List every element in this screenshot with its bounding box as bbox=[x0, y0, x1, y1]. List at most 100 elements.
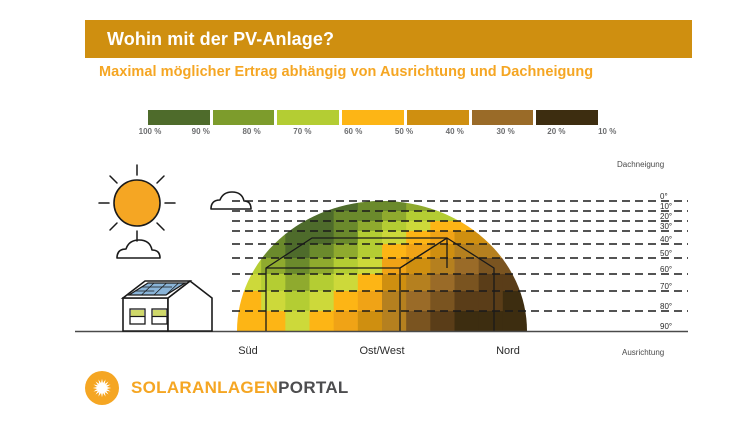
heatmap-cell bbox=[430, 311, 456, 331]
legend-swatch-2 bbox=[277, 110, 340, 125]
legend-swatch-0 bbox=[148, 110, 210, 125]
heatmap-cell bbox=[333, 274, 359, 292]
heatmap-cell bbox=[454, 231, 480, 245]
logo: SOLARANLAGENPORTAL bbox=[85, 371, 349, 405]
heatmap-cell bbox=[454, 211, 480, 222]
sun-ray bbox=[92, 387, 98, 389]
heatmap-cell bbox=[357, 244, 383, 259]
heatmap-svg bbox=[75, 164, 688, 333]
heatmap-cell bbox=[237, 244, 262, 259]
heatmap-cell bbox=[285, 258, 311, 275]
heatmap-cell bbox=[285, 211, 311, 222]
heatmap-cell bbox=[382, 274, 407, 292]
heatmap-cell bbox=[502, 258, 527, 275]
page-title: Wohin mit der PV-Anlage? bbox=[107, 28, 335, 49]
title-bar: Wohin mit der PV-Anlage? bbox=[85, 20, 692, 58]
heatmap-cell bbox=[261, 201, 286, 212]
tilt-tick-40°: 40° bbox=[660, 235, 673, 244]
heatmap-cell bbox=[237, 291, 262, 312]
heatmap-cell bbox=[285, 201, 311, 212]
heatmap-cell bbox=[285, 201, 311, 202]
sun-ray bbox=[101, 378, 103, 384]
heatmap-cell bbox=[502, 274, 527, 292]
heatmap-cell bbox=[430, 201, 456, 202]
sun-ray bbox=[106, 387, 112, 389]
tilt-tick-50°: 50° bbox=[660, 249, 673, 258]
heatmap-cell bbox=[261, 221, 286, 232]
heatmap-cell bbox=[406, 201, 431, 202]
heatmap-cell bbox=[309, 291, 335, 312]
heatmap-cell bbox=[406, 291, 431, 312]
cloud-icon-lower bbox=[116, 239, 161, 259]
heatmap-cell bbox=[406, 258, 431, 275]
heatmap-cell bbox=[357, 291, 383, 312]
sun-ray bbox=[102, 392, 106, 397]
sun-ray bbox=[101, 392, 103, 398]
heatmap-cell bbox=[261, 201, 286, 202]
axis-caption-dachneigung: Dachneigung bbox=[617, 160, 665, 169]
heatmap-cell bbox=[333, 221, 359, 232]
heatmap-cell bbox=[309, 201, 335, 212]
heatmap-cell bbox=[309, 211, 335, 222]
heatmap-cell bbox=[382, 201, 407, 212]
heatmap-cell bbox=[333, 201, 359, 212]
sun-ray bbox=[106, 384, 111, 388]
heatmap-cell bbox=[406, 201, 431, 212]
heatmap-cell bbox=[502, 201, 527, 202]
tilt-tick-0°: 0° bbox=[660, 192, 668, 201]
heatmap-cell bbox=[478, 244, 504, 259]
tilt-tick-30°: 30° bbox=[660, 222, 673, 231]
orientation-tick-Süd: Süd bbox=[238, 345, 258, 357]
heatmap-cell bbox=[502, 311, 527, 331]
heatmap-cell bbox=[382, 244, 407, 259]
heatmap-cell bbox=[430, 244, 456, 259]
tilt-tick-60°: 60° bbox=[660, 265, 673, 274]
heatmap-cell bbox=[382, 221, 407, 232]
sun-ray bbox=[102, 379, 106, 384]
yield-heatmap-chart bbox=[0, 150, 748, 350]
heatmap-cell bbox=[261, 274, 286, 292]
heatmap-cell bbox=[430, 291, 456, 312]
heatmap-cell bbox=[502, 244, 527, 259]
heatmap-cell bbox=[309, 274, 335, 292]
heatmap-cell bbox=[261, 211, 286, 222]
sun-ray bbox=[93, 384, 98, 388]
heatmap-cell bbox=[237, 274, 262, 292]
heatmap-cell bbox=[357, 221, 383, 232]
tilt-gridlines bbox=[232, 200, 688, 312]
heatmap-cell bbox=[237, 311, 262, 331]
heatmap-cell bbox=[357, 201, 383, 212]
legend-tick-50: 50 % bbox=[394, 127, 414, 136]
heatmap-cell bbox=[237, 258, 262, 275]
heatmap-cell bbox=[237, 221, 262, 232]
legend-tick-30: 30 % bbox=[496, 127, 515, 136]
legend-tick-60: 60 % bbox=[344, 127, 363, 136]
tilt-tick-80°: 80° bbox=[660, 302, 673, 311]
heatmap-cell bbox=[261, 311, 286, 331]
heatmap-cell bbox=[309, 244, 335, 259]
heatmap-cell bbox=[454, 221, 480, 232]
heatmap-cell bbox=[285, 231, 311, 245]
heatmap-cell bbox=[478, 211, 504, 222]
heatmap-cell bbox=[430, 221, 456, 232]
heatmap-cell bbox=[261, 291, 286, 312]
heatmap-cell bbox=[478, 291, 504, 312]
house-with-solar-panel-icon bbox=[120, 279, 213, 332]
legend-swatch-1 bbox=[212, 110, 275, 125]
heatmap-cell bbox=[406, 221, 431, 232]
legend-tick-10: 10 % bbox=[598, 127, 617, 136]
sun-ray bbox=[106, 388, 111, 392]
heatmap-cell bbox=[357, 211, 383, 222]
heatmap-cell bbox=[502, 221, 527, 232]
color-legend-labels: 100 % 90 % 80 % 70 % 60 % 50 % 40 % 30 % 20 % 10 … bbox=[130, 127, 622, 139]
heatmap-cell bbox=[382, 311, 407, 331]
heatmap-cell bbox=[454, 201, 480, 202]
orientation-tick-Ost-West: Ost/West bbox=[359, 345, 405, 357]
logo-text: SOLARANLAGENPORTAL bbox=[131, 378, 349, 398]
heatmap-cell bbox=[285, 311, 311, 331]
sun-ray bbox=[95, 381, 100, 386]
heatmap-cell bbox=[333, 291, 359, 312]
heatmap-cell bbox=[502, 211, 527, 222]
sun-ray bbox=[104, 390, 109, 395]
